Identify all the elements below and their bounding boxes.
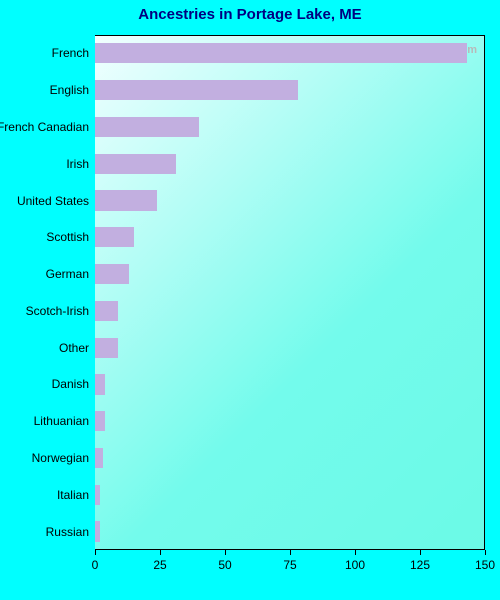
x-axis-tick <box>355 550 356 555</box>
bar-row <box>95 448 485 468</box>
x-axis-label: 75 <box>283 558 296 572</box>
bar-row <box>95 43 485 63</box>
bar <box>95 485 100 505</box>
bar <box>95 190 157 210</box>
bar-row <box>95 117 485 137</box>
x-axis-tick <box>420 550 421 555</box>
y-axis-label: Other <box>59 341 89 355</box>
bar <box>95 43 467 63</box>
plot-background <box>95 35 485 550</box>
bar-row <box>95 411 485 431</box>
x-axis-tick <box>485 550 486 555</box>
x-axis-label: 100 <box>345 558 365 572</box>
y-axis-label: German <box>46 267 89 281</box>
bar <box>95 448 103 468</box>
chart-page: Ancestries in Portage Lake, ME City-Data… <box>0 0 500 600</box>
y-axis-label: United States <box>17 194 89 208</box>
x-axis-label: 0 <box>92 558 99 572</box>
bar <box>95 521 100 541</box>
y-axis-label: French Canadian <box>0 120 89 134</box>
y-axis-label: Lithuanian <box>34 414 89 428</box>
x-axis-tick <box>160 550 161 555</box>
bar-row <box>95 301 485 321</box>
bar-row <box>95 80 485 100</box>
y-axis-label: English <box>50 83 89 97</box>
bar <box>95 227 134 247</box>
bar-row <box>95 227 485 247</box>
bar-row <box>95 154 485 174</box>
x-axis-tick <box>225 550 226 555</box>
bar <box>95 117 199 137</box>
bar-row <box>95 485 485 505</box>
bar-row <box>95 521 485 541</box>
bar <box>95 338 118 358</box>
bar <box>95 411 105 431</box>
x-axis-label: 50 <box>218 558 231 572</box>
bar-row <box>95 374 485 394</box>
x-axis-tick <box>290 550 291 555</box>
bar-row <box>95 338 485 358</box>
y-axis-label: Irish <box>66 157 89 171</box>
bar <box>95 374 105 394</box>
y-axis-label: Italian <box>57 488 89 502</box>
y-axis-label: Danish <box>52 377 89 391</box>
y-axis-label: Norwegian <box>32 451 89 465</box>
y-axis-label: Scottish <box>46 230 89 244</box>
bar <box>95 301 118 321</box>
x-axis-label: 150 <box>475 558 495 572</box>
bar-row <box>95 264 485 284</box>
y-axis-label: Russian <box>46 525 89 539</box>
bar <box>95 154 176 174</box>
x-axis-label: 125 <box>410 558 430 572</box>
plot-area: City-Data.com FrenchEnglishFrench Canadi… <box>95 35 485 550</box>
x-axis-tick <box>95 550 96 555</box>
bar <box>95 264 129 284</box>
y-axis-label: Scotch-Irish <box>26 304 89 318</box>
bar-row <box>95 190 485 210</box>
x-axis-label: 25 <box>153 558 166 572</box>
y-axis-label: French <box>52 46 89 60</box>
bar <box>95 80 298 100</box>
chart-title: Ancestries in Portage Lake, ME <box>0 6 500 23</box>
